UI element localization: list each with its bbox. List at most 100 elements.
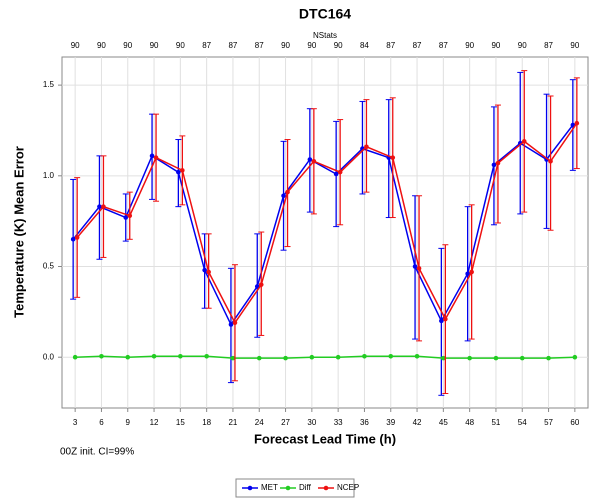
top-tick-label: 90 [97,41,106,50]
point [230,355,236,361]
point [285,189,290,195]
point [180,168,185,173]
x-tick-label: 36 [360,418,369,427]
point [281,193,286,199]
point [441,355,446,361]
point [574,120,580,126]
x-tick-label: 15 [176,418,185,427]
point [439,318,444,324]
point [204,354,209,359]
chart-title: DTC164 [299,6,351,22]
top-tick-label: 90 [307,41,316,50]
point [99,354,104,359]
point [307,157,313,162]
x-tick-label: 33 [334,418,343,427]
top-tick-label: 90 [123,41,132,50]
x-tick-label: 27 [281,418,290,427]
x-tick-label: 42 [413,418,422,427]
point [97,204,102,209]
point [256,355,262,361]
series-line [76,122,578,325]
legend-marker [247,485,253,491]
legend-label: MET [261,483,278,492]
x-tick-label: 30 [307,418,316,427]
top-tick-label: 84 [360,41,369,50]
x-tick-label: 3 [73,418,78,427]
y-tick-label: 0.0 [43,352,55,361]
point [74,235,80,240]
top-tick-label: 87 [386,41,395,50]
point [101,204,106,209]
y-tick-label: 1.5 [43,80,55,89]
point [390,155,396,160]
point [443,316,448,322]
note: 00Z init. CI=99% [60,447,134,458]
plot-frame [61,56,589,409]
top-tick-label: 90 [150,41,159,50]
point [493,355,499,361]
point [149,153,155,159]
top-tick-label: 90 [71,41,80,50]
legend-label: NCEP [337,483,359,492]
x-tick-label: 57 [544,418,553,427]
top-tick-label: 90 [281,41,290,50]
top-tick-label: 87 [255,41,264,50]
x-tick-label: 21 [228,418,237,427]
point [416,266,422,271]
x-tick-label: 45 [439,418,448,427]
x-tick-label: 54 [518,418,527,427]
point [70,237,76,242]
point [548,159,553,164]
point [309,354,315,360]
top-tick-label: 90 [176,41,185,50]
point [491,162,497,168]
x-axis-label: Forecast Lead Time (h) [254,431,396,446]
top-tick-label: 87 [544,41,553,50]
top-tick-label: 90 [334,41,343,50]
x-tick-label: 9 [126,418,131,427]
legend-marker [323,485,329,491]
x-tick-label: 6 [99,418,104,427]
y-axis-label: Temperature (K) Mean Error [11,146,26,318]
y-tick-label: 1.0 [43,171,55,180]
point [465,271,470,277]
point [178,354,183,359]
top-tick-label: 87 [439,41,448,50]
point [176,169,181,175]
legend-marker [285,485,291,491]
y-tick-label: 0.5 [43,262,55,271]
point [72,354,78,360]
point [283,355,288,361]
point [258,282,264,287]
point [388,354,394,359]
point [151,354,157,359]
x-tick-label: 60 [570,418,579,427]
point [228,322,234,327]
point [202,267,207,273]
point [467,355,472,361]
x-tick-label: 18 [202,418,211,427]
top-tick-label: 90 [491,41,500,50]
point [495,160,501,166]
point [232,320,238,326]
top-tick-label: 87 [228,41,237,50]
top-tick-label: 90 [518,41,527,50]
point [546,355,551,361]
point [337,169,343,175]
x-tick-label: 24 [255,418,264,427]
point [414,354,420,359]
point [364,144,369,150]
x-tick-label: 39 [386,418,395,427]
top-tick-label: 87 [202,41,211,50]
point [206,269,211,275]
top-tick-label: 87 [413,41,422,50]
x-tick-label: 48 [465,418,474,427]
x-tick-label: 51 [491,418,500,427]
point [572,354,578,360]
top-axis-label: NStats [313,31,337,40]
point [127,213,133,219]
point [335,354,341,360]
top-tick-label: 90 [570,41,579,50]
point [519,355,525,361]
